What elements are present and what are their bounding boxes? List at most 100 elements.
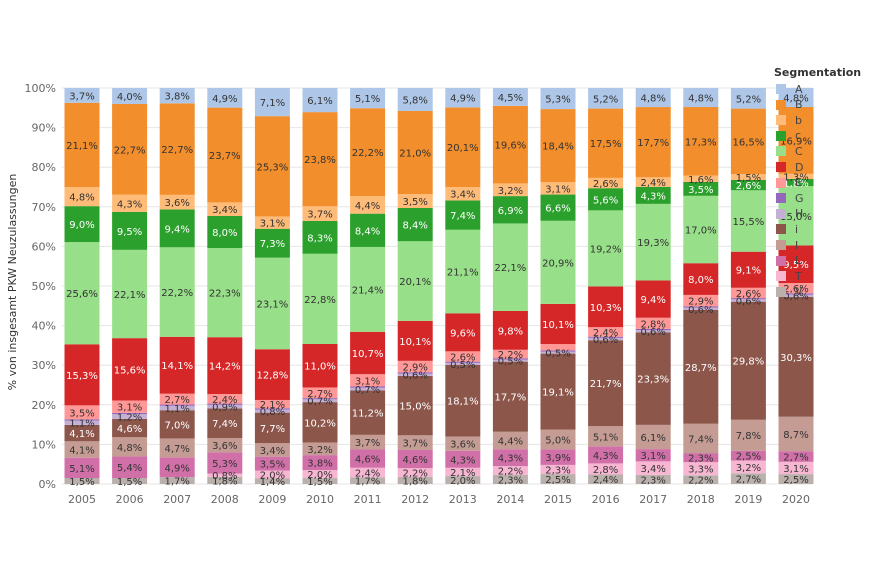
legend-item-H[interactable]: H: [776, 207, 803, 221]
bar-segment-B: [445, 107, 481, 187]
data-label: 2,9%: [402, 363, 427, 374]
bar-segment-b: [588, 177, 624, 189]
legend-swatch: [776, 240, 786, 250]
bar-segment-c: [635, 186, 671, 204]
bar-segment-I: [350, 434, 386, 450]
x-tick-label: 2005: [68, 493, 96, 506]
data-label: 2,4%: [355, 469, 380, 480]
data-label: 2,2%: [688, 476, 713, 487]
legend-item-T[interactable]: T: [776, 269, 802, 283]
bar-segment-H: [635, 330, 671, 333]
data-label: 4,6%: [402, 455, 427, 466]
data-label: 8,4%: [355, 226, 380, 237]
data-label: 14,1%: [161, 361, 193, 372]
data-label: 2,3%: [498, 475, 523, 486]
data-label: 9,4%: [640, 295, 665, 306]
bar-segment-V: [588, 474, 624, 484]
legend-label: B: [795, 98, 803, 112]
bar-segment-L: [350, 449, 386, 468]
data-label: 1,4%: [260, 477, 285, 488]
bar-segment-c: [492, 196, 528, 224]
bar-segment-i: [207, 408, 243, 438]
bar-segment-L: [588, 446, 624, 464]
bar-segment-c: [254, 228, 290, 258]
bar-segment-V: [64, 478, 100, 484]
data-label: 3,1%: [545, 184, 570, 195]
bar-segment-L: [302, 455, 338, 471]
legend-item-E[interactable]: E: [776, 176, 802, 190]
data-label: 2,6%: [593, 179, 618, 190]
data-label: 6,1%: [640, 433, 665, 444]
legend-label: G: [795, 191, 804, 205]
bar-segment-I: [207, 438, 243, 453]
bar-segment-c: [350, 213, 386, 247]
bar-segment-G: [635, 328, 671, 331]
bar-segment-c: [683, 181, 719, 196]
data-label: 4,8%: [640, 94, 665, 105]
data-label: 4,9%: [450, 94, 475, 105]
bar-segment-D: [112, 338, 148, 401]
x-tick-label: 2015: [544, 493, 572, 506]
bar-segment-i: [64, 424, 100, 442]
data-label: 2,0%: [450, 476, 475, 487]
legend-item-A[interactable]: A: [776, 82, 803, 96]
data-label: 0,6%: [736, 296, 761, 307]
bar-segment-C: [683, 195, 719, 264]
legend-item-i[interactable]: i: [776, 222, 798, 236]
data-label: 23,3%: [637, 375, 669, 386]
data-label: 28,7%: [685, 363, 717, 374]
legend-swatch: [776, 162, 786, 172]
bar-segment-V: [445, 476, 481, 484]
bar-segment-L: [683, 453, 719, 463]
data-label: 15,5%: [733, 217, 765, 228]
data-label: 4,3%: [640, 191, 665, 202]
data-label: 19,2%: [590, 244, 622, 255]
bar-segment-C: [64, 242, 100, 345]
data-label: 23,7%: [209, 151, 241, 162]
data-label: 2,3%: [640, 475, 665, 486]
bar-segment-A: [397, 88, 433, 111]
legend-item-D[interactable]: D: [776, 160, 803, 174]
bar-segment-H: [778, 294, 814, 297]
bar-segment-A: [254, 88, 290, 117]
y-tick-label: 80%: [32, 161, 56, 174]
bar-segment-G: [492, 358, 528, 360]
bar-segment-I: [778, 416, 814, 452]
bar-segment-B: [159, 103, 195, 195]
bar-segment-A: [588, 88, 624, 109]
x-tick-label: 2014: [496, 493, 524, 506]
legend-swatch: [776, 193, 786, 204]
bar-segment-c: [397, 207, 433, 242]
legend-item-I[interactable]: I: [776, 238, 798, 252]
legend-item-L[interactable]: L: [776, 254, 801, 268]
bar-segment-B: [540, 109, 576, 183]
bar-segment-B: [492, 105, 528, 184]
data-label: 2,7%: [164, 395, 189, 406]
data-label: 18,1%: [447, 397, 479, 408]
data-label: 4,9%: [164, 463, 189, 474]
bar-segment-T: [540, 464, 576, 475]
data-label: 20,1%: [399, 277, 431, 288]
legend-item-B[interactable]: B: [776, 98, 803, 112]
data-label: 3,3%: [688, 465, 713, 476]
bar-segment-G: [730, 298, 766, 300]
legend-item-V[interactable]: V: [776, 285, 803, 299]
bar-segment-L: [207, 452, 243, 474]
legend-item-b[interactable]: b: [776, 113, 802, 127]
bar-segment-V: [397, 476, 433, 484]
data-label: 8,0%: [212, 228, 237, 239]
legend-item-G[interactable]: G: [776, 191, 804, 205]
bar-segment-A: [730, 88, 766, 109]
data-label: 2,8%: [640, 319, 665, 330]
bar-segment-L: [492, 449, 528, 467]
data-label: 4,4%: [498, 436, 523, 447]
bar-segment-b: [397, 194, 433, 208]
bar-segment-C: [492, 223, 528, 311]
legend-item-c[interactable]: c: [776, 129, 801, 143]
data-label: 3,6%: [164, 198, 189, 209]
data-label: 2,3%: [688, 454, 713, 465]
bar-segment-b: [540, 182, 576, 195]
legend-item-C[interactable]: C: [776, 144, 803, 158]
bar-segment-C: [588, 210, 624, 287]
data-label: 3,1%: [117, 403, 142, 414]
